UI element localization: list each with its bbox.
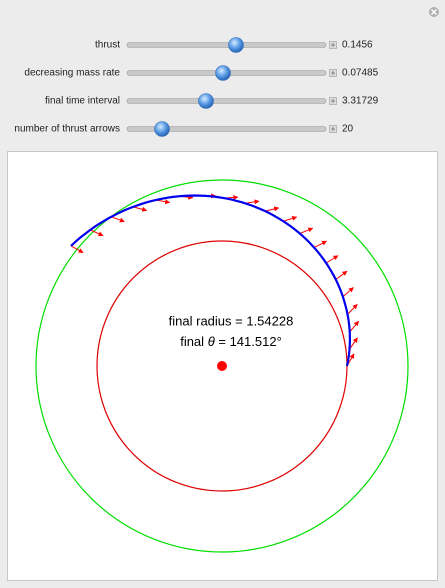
thrust-arrow [342, 287, 354, 298]
thrust-arrow [90, 229, 104, 237]
thrust-arrow [325, 255, 339, 264]
slider-thumb[interactable] [198, 93, 214, 109]
slider-track[interactable] [126, 42, 327, 48]
thrust-arrow [133, 206, 148, 212]
control-label: thrust [95, 40, 120, 51]
close-icon [430, 8, 438, 16]
control-value: 0.1456 [342, 40, 373, 51]
theta-symbol: θ [208, 334, 215, 349]
control-value: 0.07485 [342, 68, 379, 79]
planet [217, 361, 227, 371]
theta-prefix: final [180, 334, 204, 349]
final-radius: final radius = 1.54228 [169, 313, 294, 328]
slider-thumb[interactable] [215, 65, 231, 81]
thrust-arrow [349, 320, 359, 333]
control-value: 20 [342, 124, 354, 135]
expand-icon [331, 127, 335, 131]
expand-icon [331, 99, 335, 103]
thrust-arrow [70, 245, 84, 254]
green-orbit [35, 179, 409, 553]
control-label: number of thrust arrows [14, 124, 120, 135]
slider-track[interactable] [126, 126, 327, 132]
controls: thrust 0.1456 decreasing mass rate 0.07485 f… [14, 37, 379, 137]
thrust-arrow [347, 303, 358, 315]
trajectory [70, 194, 351, 367]
slider-thumb[interactable] [154, 121, 170, 137]
thrust-arrow [335, 270, 348, 280]
slider-thumb[interactable] [228, 37, 244, 53]
thrust-arrow [283, 215, 298, 222]
control-value: 3.31729 [342, 96, 379, 107]
thrust-arrow [111, 216, 125, 223]
slider-track[interactable] [126, 98, 327, 104]
thrust-arrow [264, 206, 280, 212]
control-label: decreasing mass rate [24, 68, 120, 79]
control-label: final time interval [45, 96, 120, 107]
expand-icon [331, 43, 335, 47]
thrust-arrow [349, 337, 358, 350]
expand-icon [331, 71, 335, 75]
thrust-arrow [299, 227, 314, 234]
trajectory-group [70, 193, 359, 367]
final-theta: final θ = 141.512° [180, 334, 282, 349]
theta-value: = 141.512° [218, 334, 281, 349]
thrust-arrow [313, 240, 328, 248]
